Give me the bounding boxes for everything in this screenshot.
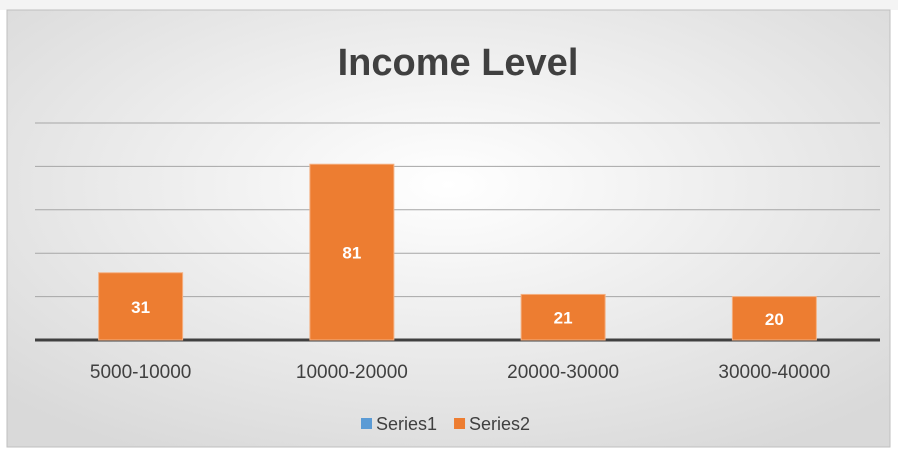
- data-label: 81: [342, 244, 361, 263]
- legend-swatch: [361, 418, 372, 429]
- legend-label: Series2: [469, 414, 530, 434]
- chart-title: Income Level: [338, 42, 579, 84]
- x-tick-label: 30000-40000: [718, 362, 830, 383]
- legend-label: Series1: [376, 414, 437, 434]
- data-label: 31: [131, 298, 150, 317]
- bar: [731, 296, 817, 341]
- bar: [309, 163, 395, 341]
- bar: [98, 272, 184, 341]
- data-label: 20: [765, 310, 784, 329]
- top-strip: [0, 0, 898, 10]
- data-label: 21: [554, 309, 573, 328]
- bar: [520, 293, 606, 341]
- x-tick-label: 10000-20000: [296, 362, 408, 383]
- chart-area: [6, 9, 891, 448]
- legend-swatch: [454, 418, 466, 429]
- x-tick-label: 5000-10000: [90, 362, 191, 383]
- x-tick-label: 20000-30000: [507, 362, 619, 383]
